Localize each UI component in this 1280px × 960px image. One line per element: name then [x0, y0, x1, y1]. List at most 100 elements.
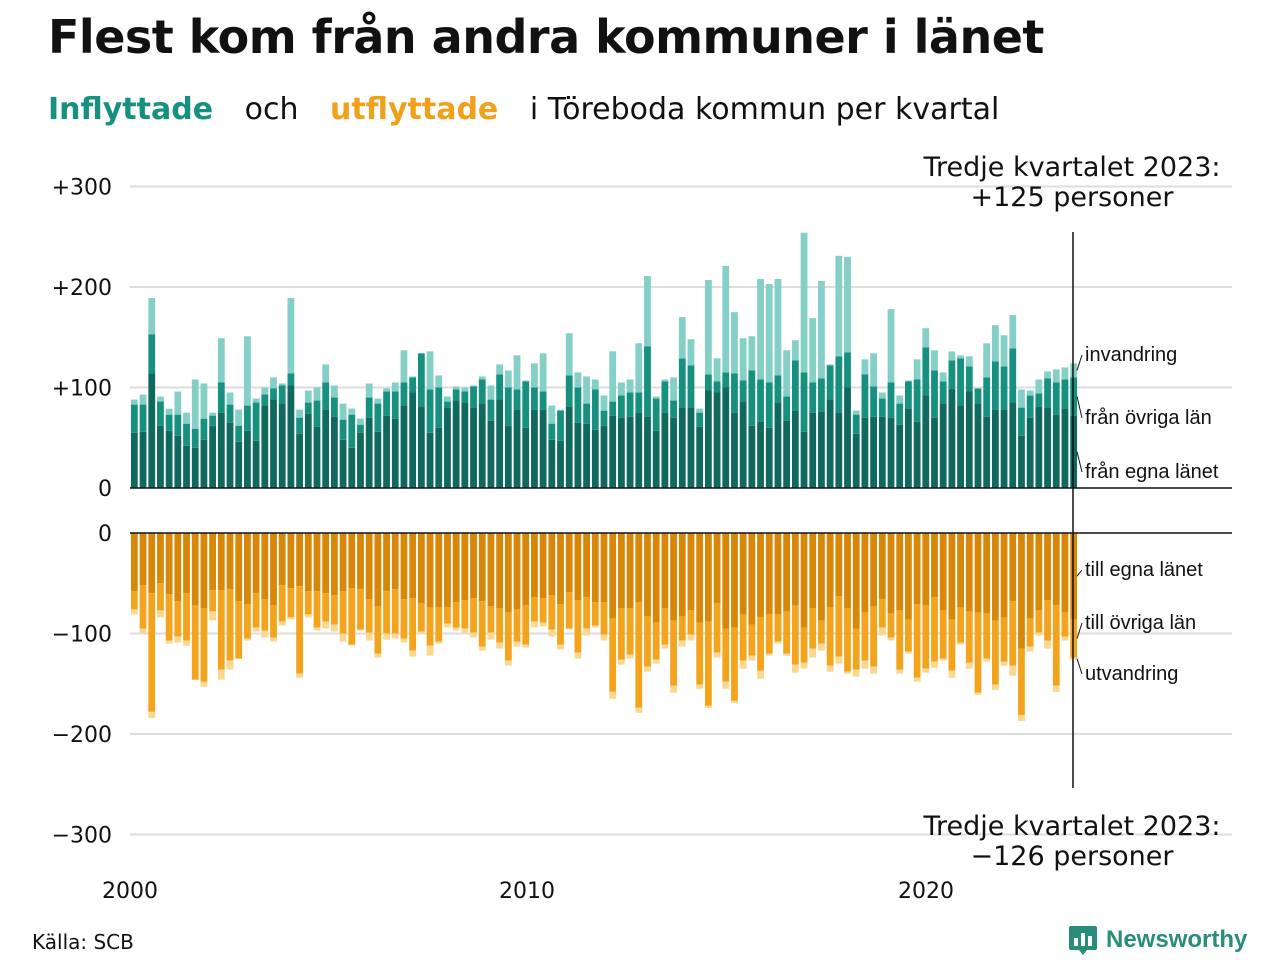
bar-in-ovriga — [678, 358, 686, 408]
bar-in-ovriga — [687, 365, 695, 408]
bar-in-egna — [157, 425, 164, 488]
bar-in-ovriga — [635, 392, 643, 413]
bar-out-egna — [1018, 533, 1025, 649]
bar-out-utvandring — [783, 653, 791, 656]
bar-out-ovriga — [1061, 612, 1069, 637]
bar-in-ovriga — [591, 389, 599, 430]
bar-in-egna — [244, 430, 251, 488]
bar-out-utvandring — [296, 673, 303, 678]
bar-out-ovriga — [226, 589, 234, 661]
bar-in-ovriga — [1061, 379, 1069, 409]
bar-out-utvandring — [609, 691, 617, 699]
newsworthy-logo: Newsworthy — [1068, 924, 1247, 956]
bar-in-invandring — [322, 364, 330, 383]
bar-in-egna — [800, 431, 808, 488]
bar-out-ovriga — [600, 602, 608, 635]
bar-out-ovriga — [487, 606, 495, 633]
bar-in-egna — [461, 402, 469, 488]
bar-in-ovriga — [496, 374, 504, 400]
bar-in-egna — [261, 405, 269, 488]
bar-out-egna — [635, 533, 643, 603]
bar-in-egna — [722, 387, 730, 488]
bar-out-egna — [948, 533, 956, 620]
bar-in-invandring — [713, 358, 721, 382]
bar-in-egna — [905, 408, 912, 488]
x-tick-label: 2000 — [102, 879, 158, 904]
chart-subtitle: Inflyttade och utflyttade i Töreboda kom… — [48, 92, 1021, 127]
bar-in-egna — [130, 432, 138, 488]
bar-in-invandring — [444, 396, 451, 402]
bar-in-ovriga — [557, 410, 564, 441]
annotation-bottom-line2: −126 personer — [970, 841, 1174, 872]
bar-out-egna — [139, 533, 147, 586]
y-tick-label: 0 — [98, 522, 112, 547]
bar-in-egna — [487, 420, 495, 488]
bar-in-egna — [539, 409, 547, 488]
bar-out-ovriga — [444, 607, 451, 624]
bar-in-egna — [383, 415, 390, 488]
bar-out-egna — [583, 533, 590, 598]
bar-in-egna — [991, 409, 999, 488]
bar-out-egna — [174, 533, 182, 602]
bar-out-egna — [939, 533, 947, 611]
bar-in-egna — [652, 430, 660, 488]
bar-out-egna — [252, 533, 260, 594]
bar-in-egna — [748, 425, 756, 488]
bar-out-ovriga — [957, 607, 964, 643]
bar-in-invandring — [452, 386, 460, 390]
bar-in-egna — [478, 403, 486, 488]
subtitle-utflyttade: utflyttade — [330, 92, 499, 127]
bar-in-invandring — [835, 255, 843, 357]
bar-out-utvandring — [339, 633, 347, 642]
bar-out-egna — [426, 533, 434, 608]
bar-out-utvandring — [731, 700, 738, 703]
bar-in-invandring — [783, 350, 791, 397]
bar-out-utvandring — [974, 692, 982, 695]
bar-in-ovriga — [261, 394, 269, 406]
bar-in-invandring — [1026, 390, 1034, 396]
bar-out-egna — [548, 533, 556, 596]
bar-out-ovriga — [1035, 610, 1043, 633]
bar-out-utvandring — [713, 652, 721, 658]
bar-in-ovriga — [278, 385, 286, 404]
bar-in-egna — [565, 406, 573, 488]
bar-out-ovriga — [783, 611, 791, 654]
bar-out-utvandring — [278, 621, 286, 626]
bar-in-ovriga — [539, 391, 547, 410]
bar-out-utvandring — [800, 662, 808, 669]
bar-in-egna — [322, 409, 330, 488]
bar-out-utvandring — [852, 669, 860, 677]
bar-in-ovriga — [574, 387, 582, 423]
bar-out-utvandring — [696, 684, 704, 689]
bar-in-invandring — [809, 318, 817, 383]
bar-in-ovriga — [896, 403, 904, 425]
bar-out-egna — [287, 533, 295, 589]
bar-in-ovriga — [878, 398, 886, 417]
bar-in-egna — [696, 426, 704, 488]
bar-out-egna — [870, 533, 878, 607]
bar-out-egna — [983, 533, 991, 614]
bar-in-ovriga — [783, 396, 791, 421]
bar-out-utvandring — [217, 669, 225, 680]
bar-in-ovriga — [139, 404, 147, 432]
bar-out-utvandring — [322, 621, 330, 629]
bar-in-egna — [757, 421, 764, 488]
bar-out-ovriga — [913, 604, 921, 678]
bar-in-ovriga — [913, 379, 921, 422]
bar-in-ovriga — [713, 381, 721, 393]
bar-in-ovriga — [983, 377, 991, 417]
bar-in-egna — [252, 440, 260, 488]
bar-in-ovriga — [844, 352, 851, 388]
bar-in-egna — [774, 402, 782, 488]
bar-in-egna — [339, 439, 347, 488]
bar-out-ovriga — [391, 589, 399, 634]
bar-out-ovriga — [974, 612, 982, 693]
bar-in-ovriga — [583, 403, 590, 424]
bar-in-egna — [287, 385, 295, 488]
bar-out-egna — [696, 533, 704, 623]
bar-out-utvandring — [304, 614, 312, 618]
bar-in-invandring — [1044, 371, 1051, 379]
source-note: Källa: SCB — [32, 930, 134, 954]
bar-in-ovriga — [739, 380, 747, 402]
logo-text: Newsworthy — [1106, 926, 1248, 953]
